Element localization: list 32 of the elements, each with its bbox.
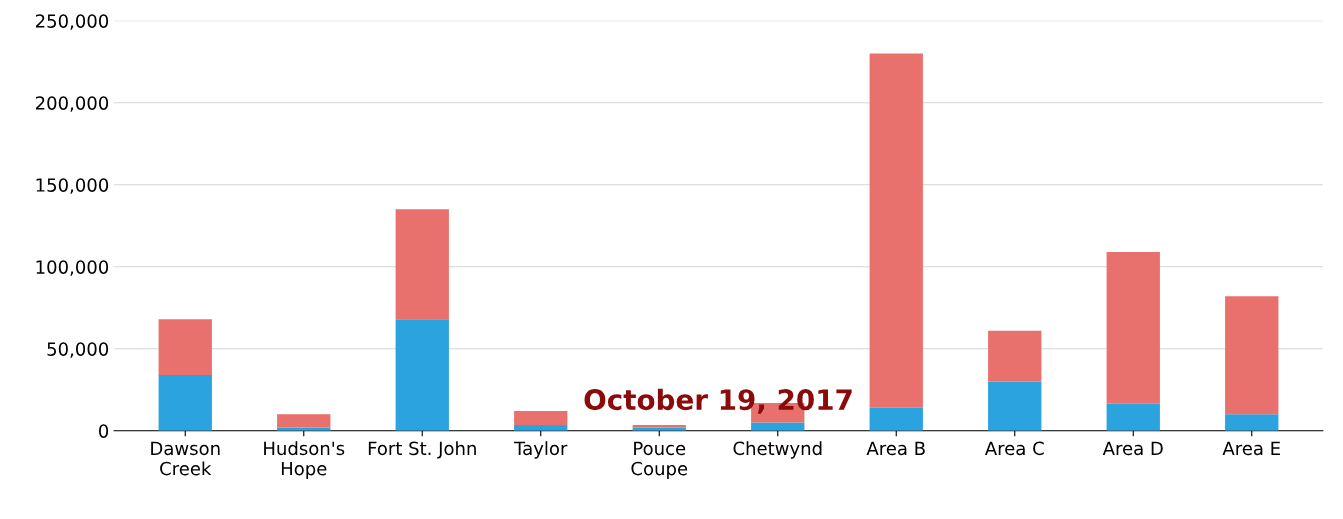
bar	[1225, 296, 1279, 415]
bar	[158, 319, 212, 376]
x-tick-label: Area D	[1102, 441, 1163, 456]
bar	[869, 407, 923, 431]
y-tick-label: 200,000	[35, 96, 109, 112]
y-tick-label: 100,000	[36, 260, 109, 276]
bar	[158, 375, 212, 431]
y-tick-label: 0	[99, 424, 109, 438]
x-tick-label: Fort St. John	[368, 441, 476, 459]
x-tick-label: Chetwynd	[733, 441, 822, 459]
bar	[514, 411, 568, 426]
x-tick-label: Pouce Coupe	[631, 441, 688, 479]
x-tick-label: Hudson's Hope	[264, 441, 345, 479]
bar	[1225, 414, 1279, 431]
bar	[1106, 403, 1160, 431]
x-tick-label: Area E	[1222, 441, 1280, 456]
bar	[988, 330, 1042, 382]
bar	[277, 414, 331, 428]
x-tick-label: Area B	[866, 441, 925, 456]
y-tick-label: 50,000	[47, 342, 109, 358]
y-tick-label: 250,000	[35, 14, 109, 30]
x-tick-label: Dawson Creek	[151, 441, 220, 476]
y-tick-label: 150,000	[36, 178, 109, 194]
bar	[395, 319, 449, 431]
x-tick-label: Area C	[984, 441, 1044, 456]
bar	[395, 209, 449, 320]
annotation: October 19, 2017	[584, 388, 852, 414]
x-tick-label: Taylor	[514, 441, 568, 459]
bar	[277, 427, 331, 431]
bar	[1106, 252, 1160, 404]
bar	[988, 381, 1042, 431]
bar	[869, 53, 923, 408]
